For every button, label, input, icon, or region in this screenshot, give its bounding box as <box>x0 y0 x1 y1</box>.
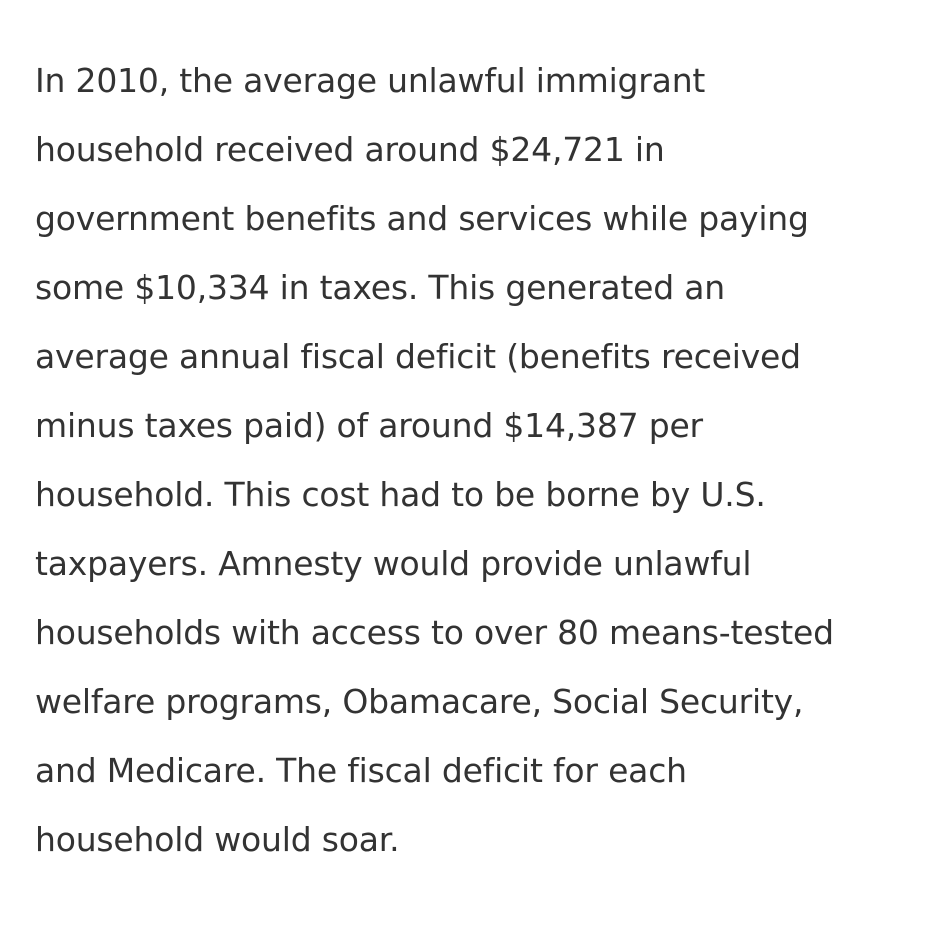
text-line: minus taxes paid) of around $14,387 per <box>35 406 703 445</box>
text-line: average annual fiscal deficit (benefits … <box>35 337 801 376</box>
text-line: household received around $24,721 in <box>35 130 665 169</box>
text-line: welfare programs, Obamacare, Social Secu… <box>35 682 804 721</box>
text-line: and Medicare. The fiscal deficit for eac… <box>35 751 687 790</box>
text-line: government benefits and services while p… <box>35 199 809 238</box>
text-line: In 2010, the average unlawful immigrant <box>35 61 706 100</box>
text-line: household. This cost had to be borne by … <box>35 475 766 514</box>
text-line: some $10,334 in taxes. This generated an <box>35 268 725 307</box>
paragraph: In 2010, the average unlawful immigrant h… <box>35 46 930 874</box>
text-line: households with access to over 80 means-… <box>35 613 834 652</box>
text-line: household would soar. <box>35 820 400 859</box>
text-line: taxpayers. Amnesty would provide unlawfu… <box>35 544 752 583</box>
